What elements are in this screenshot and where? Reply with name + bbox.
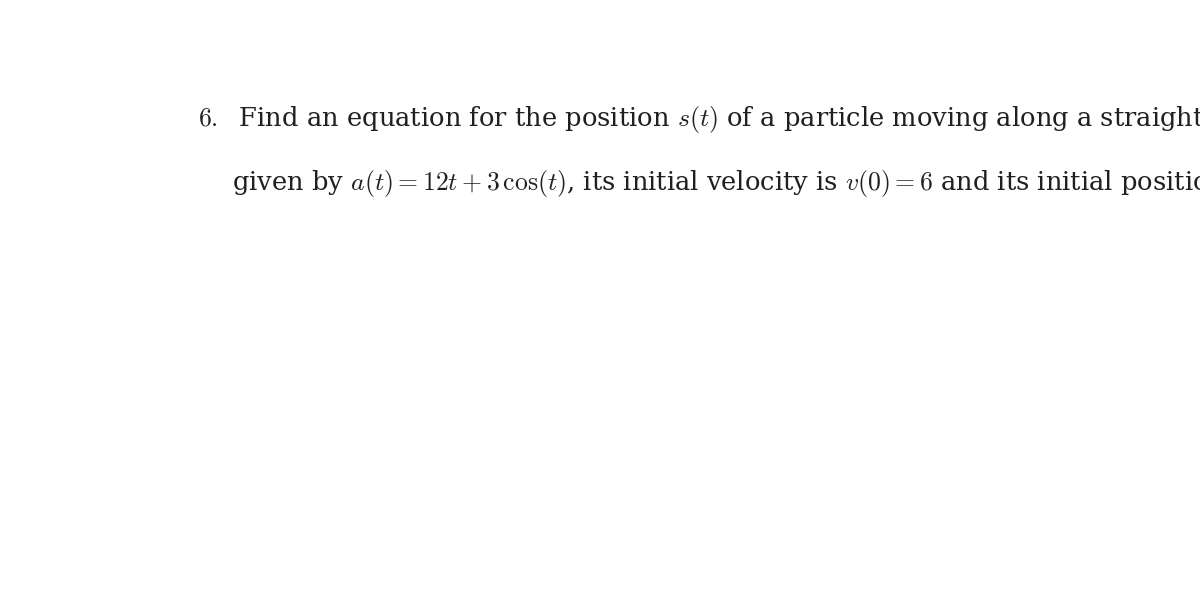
Text: given by $a(t) = 12t + 3\,\cos(t)$, its initial velocity is $v(0) = 6$ and its i: given by $a(t) = 12t + 3\,\cos(t)$, its …: [232, 169, 1200, 200]
Text: $6.$  Find an equation for the position $s(t)$ of a particle moving along a stra: $6.$ Find an equation for the position $…: [198, 104, 1200, 135]
